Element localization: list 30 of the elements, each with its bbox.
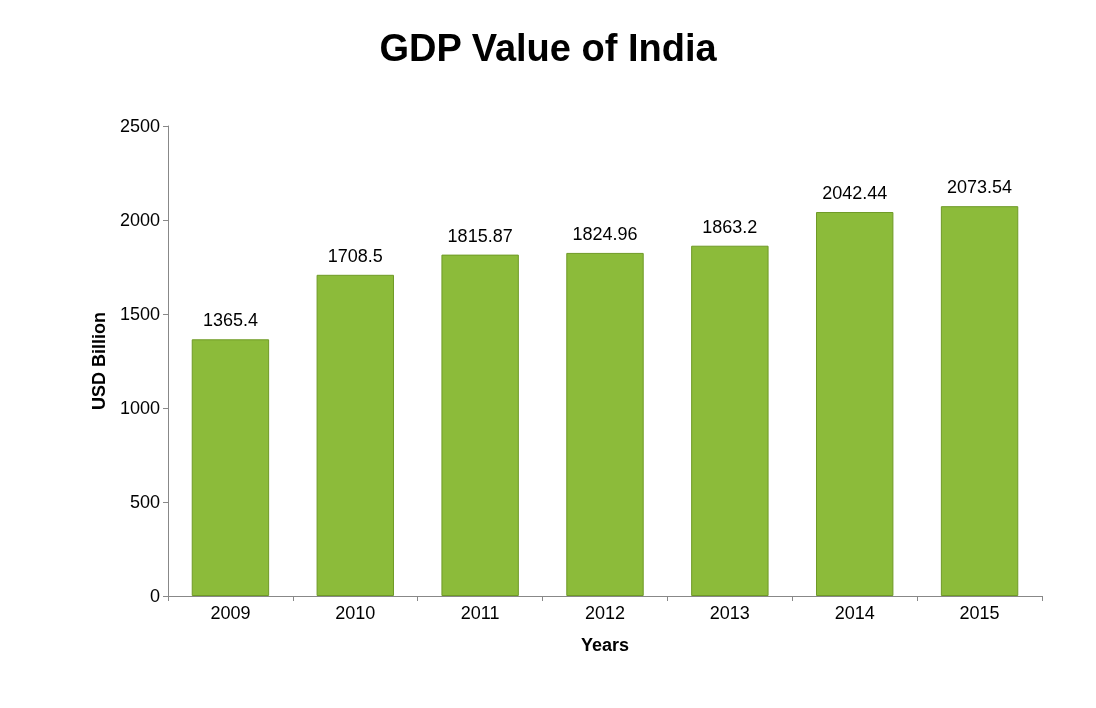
y-tick-label: 1500 [119, 304, 160, 324]
x-tick-label: 2009 [210, 603, 251, 623]
bar [191, 339, 270, 596]
x-tick-label: 2011 [460, 603, 500, 623]
y-tick-label: 1000 [119, 398, 160, 418]
y-tick-label: 2500 [119, 116, 160, 136]
x-tick-label: 2010 [335, 603, 376, 623]
data-label: 1365.4 [202, 310, 258, 331]
bar [691, 245, 769, 596]
x-tick-label: 2015 [959, 603, 1000, 623]
x-tick-label: 2014 [834, 603, 875, 623]
data-label: 1815.87 [447, 225, 513, 246]
y-tick-label: 2000 [119, 210, 160, 230]
data-label: 2073.54 [947, 177, 1013, 198]
chart-title: GDP Value of India [379, 27, 718, 69]
y-tick-label: 500 [129, 492, 160, 512]
bar [566, 252, 644, 596]
data-label: 1824.96 [572, 223, 638, 244]
y-tick-label: 0 [149, 586, 160, 606]
data-label: 1708.5 [327, 245, 383, 266]
bar [816, 212, 894, 596]
bar [940, 206, 1019, 596]
x-tick-label: 2013 [709, 603, 750, 623]
bar [441, 254, 519, 596]
x-axis-title: Years [580, 635, 630, 655]
bar [316, 274, 394, 596]
data-label: 2042.44 [822, 183, 888, 204]
y-axis-title: USD Billion [89, 312, 109, 410]
data-label: 1863.2 [702, 216, 758, 237]
x-tick-label: 2012 [584, 603, 626, 623]
